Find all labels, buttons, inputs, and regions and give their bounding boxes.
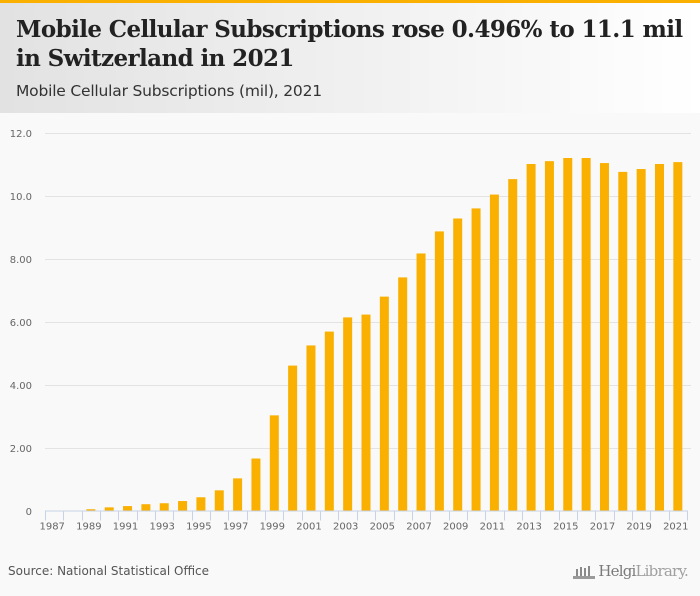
bar-1992[interactable] xyxy=(141,504,151,511)
bar-2006[interactable] xyxy=(398,277,408,511)
x-tick-label: 1993 xyxy=(149,522,174,533)
x-tick-label: 2021 xyxy=(663,522,688,533)
x-tick-label: 1987 xyxy=(39,522,64,533)
x-tick-label: 2007 xyxy=(406,522,431,533)
bar-1999[interactable] xyxy=(269,415,279,511)
x-tick-label: 2003 xyxy=(333,522,358,533)
x-tick-label: 1991 xyxy=(113,522,138,533)
source-note: Source: National Statistical Office xyxy=(8,564,210,578)
y-tick-label: 0 xyxy=(26,507,32,518)
x-tick-label: 2017 xyxy=(590,522,615,533)
header: Mobile Cellular Subscriptions rose 0.496… xyxy=(0,3,700,113)
bar-2020[interactable] xyxy=(654,164,664,511)
bar-2015[interactable] xyxy=(563,158,573,511)
x-tick-label: 1989 xyxy=(76,522,101,533)
logo-text: HelgiLibrary. xyxy=(598,562,688,580)
bar-1995[interactable] xyxy=(196,497,206,511)
y-tick-label: 12.0 xyxy=(10,129,32,140)
logo-brand: Helgi xyxy=(598,562,636,580)
chart-title: Mobile Cellular Subscriptions rose 0.496… xyxy=(16,16,683,72)
bar-2011[interactable] xyxy=(489,194,499,511)
bar-2019[interactable] xyxy=(636,169,646,511)
bar-2009[interactable] xyxy=(453,218,463,511)
bar-2008[interactable] xyxy=(434,231,444,511)
bar-2014[interactable] xyxy=(544,161,554,511)
bar-1989[interactable] xyxy=(86,509,96,511)
y-tick-label: 10.0 xyxy=(10,192,32,203)
bar-2000[interactable] xyxy=(288,365,298,511)
x-tick-label: 2019 xyxy=(626,522,651,533)
bar-2017[interactable] xyxy=(599,163,609,511)
x-tick-label: 1999 xyxy=(260,522,285,533)
bars xyxy=(86,158,683,511)
y-tick-label: 8.00 xyxy=(10,255,32,266)
bar-1991[interactable] xyxy=(123,506,133,511)
x-tick-label: 1997 xyxy=(223,522,248,533)
bar-2016[interactable] xyxy=(581,158,591,511)
bar-1990[interactable] xyxy=(104,507,114,511)
bar-2004[interactable] xyxy=(361,314,371,511)
x-tick-label: 2011 xyxy=(480,522,505,533)
y-tick-label: 2.00 xyxy=(10,444,32,455)
bar-2018[interactable] xyxy=(618,171,628,511)
x-axis-ticks: 1987 1989 1991 1993 1995 1997 1999 2001 2003 2005… xyxy=(39,522,688,533)
helgi-library-logo[interactable]: HelgiLibrary. xyxy=(573,562,689,580)
bar-1994[interactable] xyxy=(178,501,188,511)
x-tick-label: 2009 xyxy=(443,522,468,533)
bar-2001[interactable] xyxy=(306,345,316,511)
bar-2021[interactable] xyxy=(673,162,683,511)
bar-2005[interactable] xyxy=(379,296,389,511)
y-tick-label: 4.00 xyxy=(10,381,32,392)
chart-subtitle: Mobile Cellular Subscriptions (mil), 202… xyxy=(16,82,322,100)
x-tick-label: 2001 xyxy=(296,522,321,533)
bar-2002[interactable] xyxy=(324,331,334,511)
bar-2007[interactable] xyxy=(416,253,426,511)
bar-1996[interactable] xyxy=(214,490,224,511)
x-axis xyxy=(45,510,688,521)
bar-2010[interactable] xyxy=(471,208,481,511)
x-tick-label: 2015 xyxy=(553,522,578,533)
accent-bar xyxy=(0,0,700,3)
x-tick-label: 1995 xyxy=(186,522,211,533)
library-icon xyxy=(573,562,596,580)
bar-1997[interactable] xyxy=(233,478,243,511)
bar-2003[interactable] xyxy=(343,317,353,511)
y-axis-ticks: 0 2.00 4.00 6.00 8.00 10.0 12.0 xyxy=(10,129,32,518)
bar-1993[interactable] xyxy=(159,503,169,511)
x-tick-label: 2013 xyxy=(516,522,541,533)
chart-area: 0 2.00 4.00 6.00 8.00 10.0 12.0 1987 1989 1991 19… xyxy=(0,113,700,553)
y-tick-label: 6.00 xyxy=(10,318,32,329)
bar-2013[interactable] xyxy=(526,164,536,511)
logo-suffix: Library. xyxy=(635,562,689,580)
bar-2012[interactable] xyxy=(508,179,518,511)
bar-1998[interactable] xyxy=(251,458,261,511)
x-tick-label: 2005 xyxy=(370,522,395,533)
